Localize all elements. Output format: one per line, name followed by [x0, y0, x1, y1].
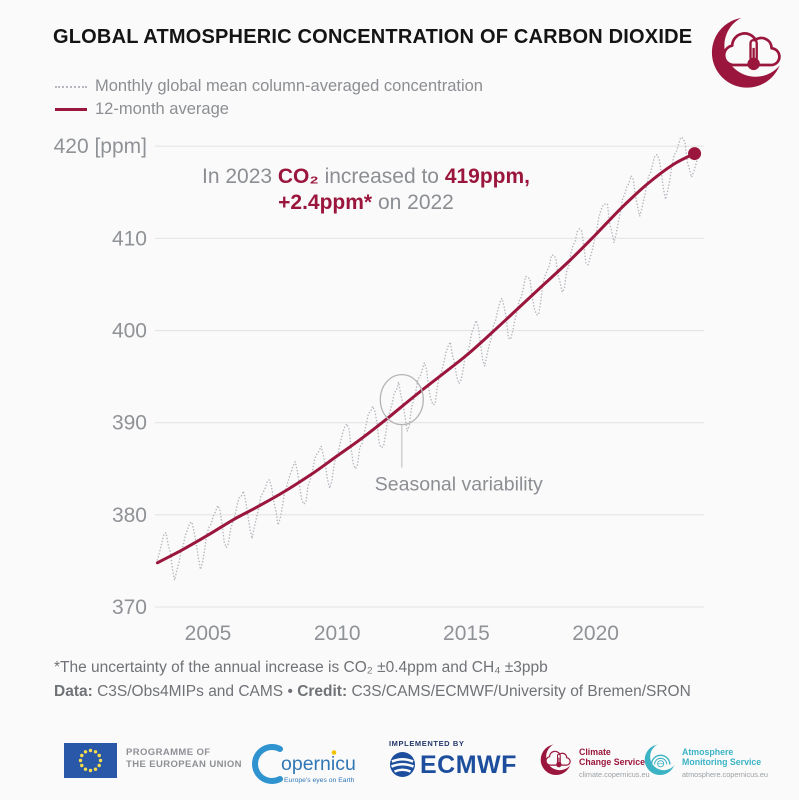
eu-flag-icon: [64, 743, 117, 778]
text-segment: C3S/Obs4MIPs and CAMS •: [92, 682, 298, 700]
headline-annotation: In 2023 CO₂ increased to 419ppm, +2.4ppm…: [140, 164, 592, 216]
legend-label: Monthly global mean column-averaged conc…: [95, 77, 483, 95]
eu-star-icon: [93, 750, 98, 754]
ecmwf-wordmark: ECMWF: [420, 751, 517, 779]
text-segment: CO₂: [277, 165, 319, 188]
text-segment: increased to: [318, 165, 445, 188]
ams-label: Atmosphere Monitoring Service: [682, 747, 762, 768]
legend-item-monthly: Monthly global mean column-averaged conc…: [55, 75, 483, 98]
text-segment: +2.4ppm*: [278, 191, 373, 214]
text-segment: C3S/CAMS/ECMWF/University of Bremen/SRON: [347, 682, 691, 700]
x-tick-label-2015: 2015: [443, 622, 490, 645]
eu-star-icon: [78, 758, 83, 763]
footnotes: *The uncertainty of the annual increase …: [54, 656, 691, 703]
implemented-by-label: IMPLEMENTED BY: [389, 739, 465, 748]
y-tick-label-420: 420 [ppm]: [54, 135, 147, 158]
x-tick-label-2020: 2020: [572, 622, 619, 645]
y-tick-label-390: 390: [112, 412, 147, 435]
copernicus-dot-icon: [331, 750, 337, 755]
eu-label-line2: THE EUROPEAN UNION: [126, 758, 242, 770]
ccs-label: Climate Change Service: [579, 747, 646, 768]
legend-label: 12-month average: [95, 100, 229, 118]
ams-label-line2: Monitoring Service: [682, 756, 762, 767]
footnote-uncertainty: *The uncertainty of the annual increase …: [54, 659, 548, 676]
page-title: GLOBAL ATMOSPHERIC CONCENTRATION OF CARB…: [53, 26, 693, 48]
seasonal-callout-label: Seasonal variability: [375, 474, 543, 496]
end-point-marker: [688, 147, 702, 161]
legend: Monthly global mean column-averaged conc…: [55, 75, 483, 121]
eu-star-icon: [88, 768, 93, 773]
solid-line-swatch: [55, 108, 87, 111]
eu-label-line1: PROGRAMME OF: [126, 747, 211, 758]
monthly-series-line: [156, 136, 699, 581]
eu-star-icon: [93, 767, 98, 771]
eu-star-icon: [80, 763, 84, 768]
x-tick-label-2010: 2010: [314, 622, 361, 645]
text-segment: Data:: [54, 682, 93, 700]
footnote-credit: Data: C3S/Obs4MIPs and CAMS • Credit: C3…: [54, 680, 691, 704]
eu-star-icon: [98, 758, 103, 763]
y-tick-label-410: 410: [112, 227, 147, 250]
y-tick-label-380: 380: [112, 504, 147, 527]
text-segment: Credit:: [297, 682, 348, 700]
average-series-line: [155, 152, 697, 565]
atmosphere-monitoring-service-icon: [643, 742, 677, 776]
annotation-line-1: In 2023 CO₂ increased to 419ppm,: [140, 164, 592, 190]
copernicus-logo: opernicus Europe's eyes on Earth: [252, 744, 356, 784]
eu-star-icon: [97, 763, 101, 768]
ccs-url: climate.copernicus.eu: [579, 770, 650, 779]
eu-star-icon: [83, 750, 88, 754]
copernicus-subtitle: Europe's eyes on Earth: [284, 777, 355, 784]
seasonal-callout-circle: [379, 373, 424, 426]
ams-url: atmosphere.copernicus.eu: [682, 770, 768, 779]
eu-star-icon: [83, 767, 88, 771]
ccs-label-line1: Climate: [579, 747, 611, 757]
legend-item-average: 12-month average: [55, 98, 483, 121]
text-segment: 419ppm,: [444, 165, 531, 188]
copernicus-crescent-icon: [252, 744, 283, 784]
eu-star-icon: [80, 753, 84, 758]
annotation-line-2: +2.4ppm* on 2022: [140, 190, 592, 216]
eu-star-icon: [88, 748, 93, 753]
eu-programme-label: PROGRAMME OF THE EUROPEAN UNION: [126, 747, 242, 770]
ams-label-line1: Atmosphere: [682, 747, 734, 757]
climate-change-service-footer-icon: [539, 742, 573, 776]
ccs-label-line2: Change Service: [579, 756, 646, 767]
ecmwf-globe-icon: [390, 752, 415, 777]
dotted-line-swatch: [55, 85, 87, 88]
copernicus-wordmark: opernicus: [281, 753, 356, 775]
eu-star-icon: [97, 753, 101, 758]
text-segment: In 2023: [201, 165, 278, 188]
y-tick-label-370: 370: [112, 596, 147, 619]
x-tick-label-2005: 2005: [185, 622, 232, 645]
text-segment: on 2022: [372, 191, 454, 214]
y-tick-label-400: 400: [112, 320, 147, 343]
